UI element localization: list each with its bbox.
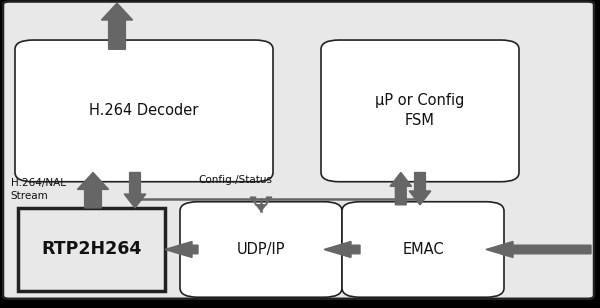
- FancyBboxPatch shape: [18, 208, 165, 291]
- Text: H.264/NAL
Stream: H.264/NAL Stream: [11, 178, 66, 201]
- Text: Config./Status: Config./Status: [198, 175, 272, 185]
- Text: UDP/IP: UDP/IP: [237, 242, 285, 257]
- FancyArrow shape: [324, 241, 360, 257]
- FancyArrow shape: [390, 172, 412, 205]
- FancyArrow shape: [101, 3, 133, 49]
- FancyArrow shape: [124, 172, 146, 208]
- FancyArrow shape: [77, 172, 109, 208]
- FancyBboxPatch shape: [342, 202, 504, 297]
- FancyArrow shape: [486, 241, 591, 257]
- FancyBboxPatch shape: [321, 40, 519, 182]
- FancyBboxPatch shape: [3, 2, 594, 299]
- Text: EMAC: EMAC: [402, 242, 444, 257]
- FancyArrow shape: [409, 172, 431, 205]
- FancyBboxPatch shape: [15, 40, 273, 182]
- FancyArrow shape: [165, 241, 198, 257]
- Text: H.264 Decoder: H.264 Decoder: [89, 103, 199, 118]
- FancyBboxPatch shape: [180, 202, 342, 297]
- Text: μP or Config
FSM: μP or Config FSM: [376, 94, 464, 128]
- FancyArrow shape: [250, 197, 272, 211]
- Text: RTP2H264: RTP2H264: [41, 241, 142, 258]
